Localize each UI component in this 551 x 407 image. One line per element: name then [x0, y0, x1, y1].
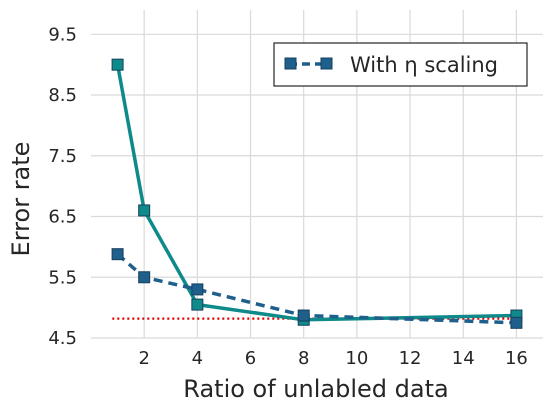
x-tick-label: 14 [452, 348, 475, 369]
series-dashed-point [297, 309, 310, 322]
series-solid-line [115, 64, 517, 322]
y-tick-label: 7.5 [48, 146, 77, 167]
series-solid-point [111, 58, 124, 71]
y-tick-label: 9.5 [48, 24, 77, 45]
y-tick-label: 4.5 [48, 328, 77, 349]
legend: With η scaling [273, 42, 528, 87]
series-dashed-line [116, 252, 517, 325]
x-tick-label: 12 [399, 348, 422, 369]
series-dashed-point [111, 248, 124, 261]
y-tick-label: 5.5 [48, 267, 77, 288]
x-tick-label: 8 [298, 348, 309, 369]
x-tick-label: 10 [345, 348, 368, 369]
series-dashed-point [138, 271, 151, 284]
y-tick-label: 8.5 [48, 85, 77, 106]
legend-marker-square [284, 57, 297, 70]
x-tick-label: 4 [192, 348, 203, 369]
y-axis-label: Error rate [7, 142, 35, 257]
x-axis-ticks: 2 4 6 8 10 12 14 16 [138, 348, 527, 369]
y-axis-ticks: 4.5 5.5 6.5 7.5 8.5 9.5 [48, 24, 77, 349]
x-axis-label: Ratio of unlabled data [183, 375, 448, 403]
series-layer [111, 58, 523, 329]
series-solid-point [191, 298, 204, 311]
legend-label: With η scaling [350, 53, 498, 77]
legend-marker-square [320, 57, 333, 70]
y-tick-label: 6.5 [48, 207, 77, 228]
series-dashed-point [191, 283, 204, 296]
series-solid-point [138, 204, 151, 217]
x-tick-label: 6 [245, 348, 256, 369]
x-tick-label: 16 [505, 348, 528, 369]
series-dashed-point [510, 316, 523, 329]
x-tick-label: 2 [138, 348, 149, 369]
